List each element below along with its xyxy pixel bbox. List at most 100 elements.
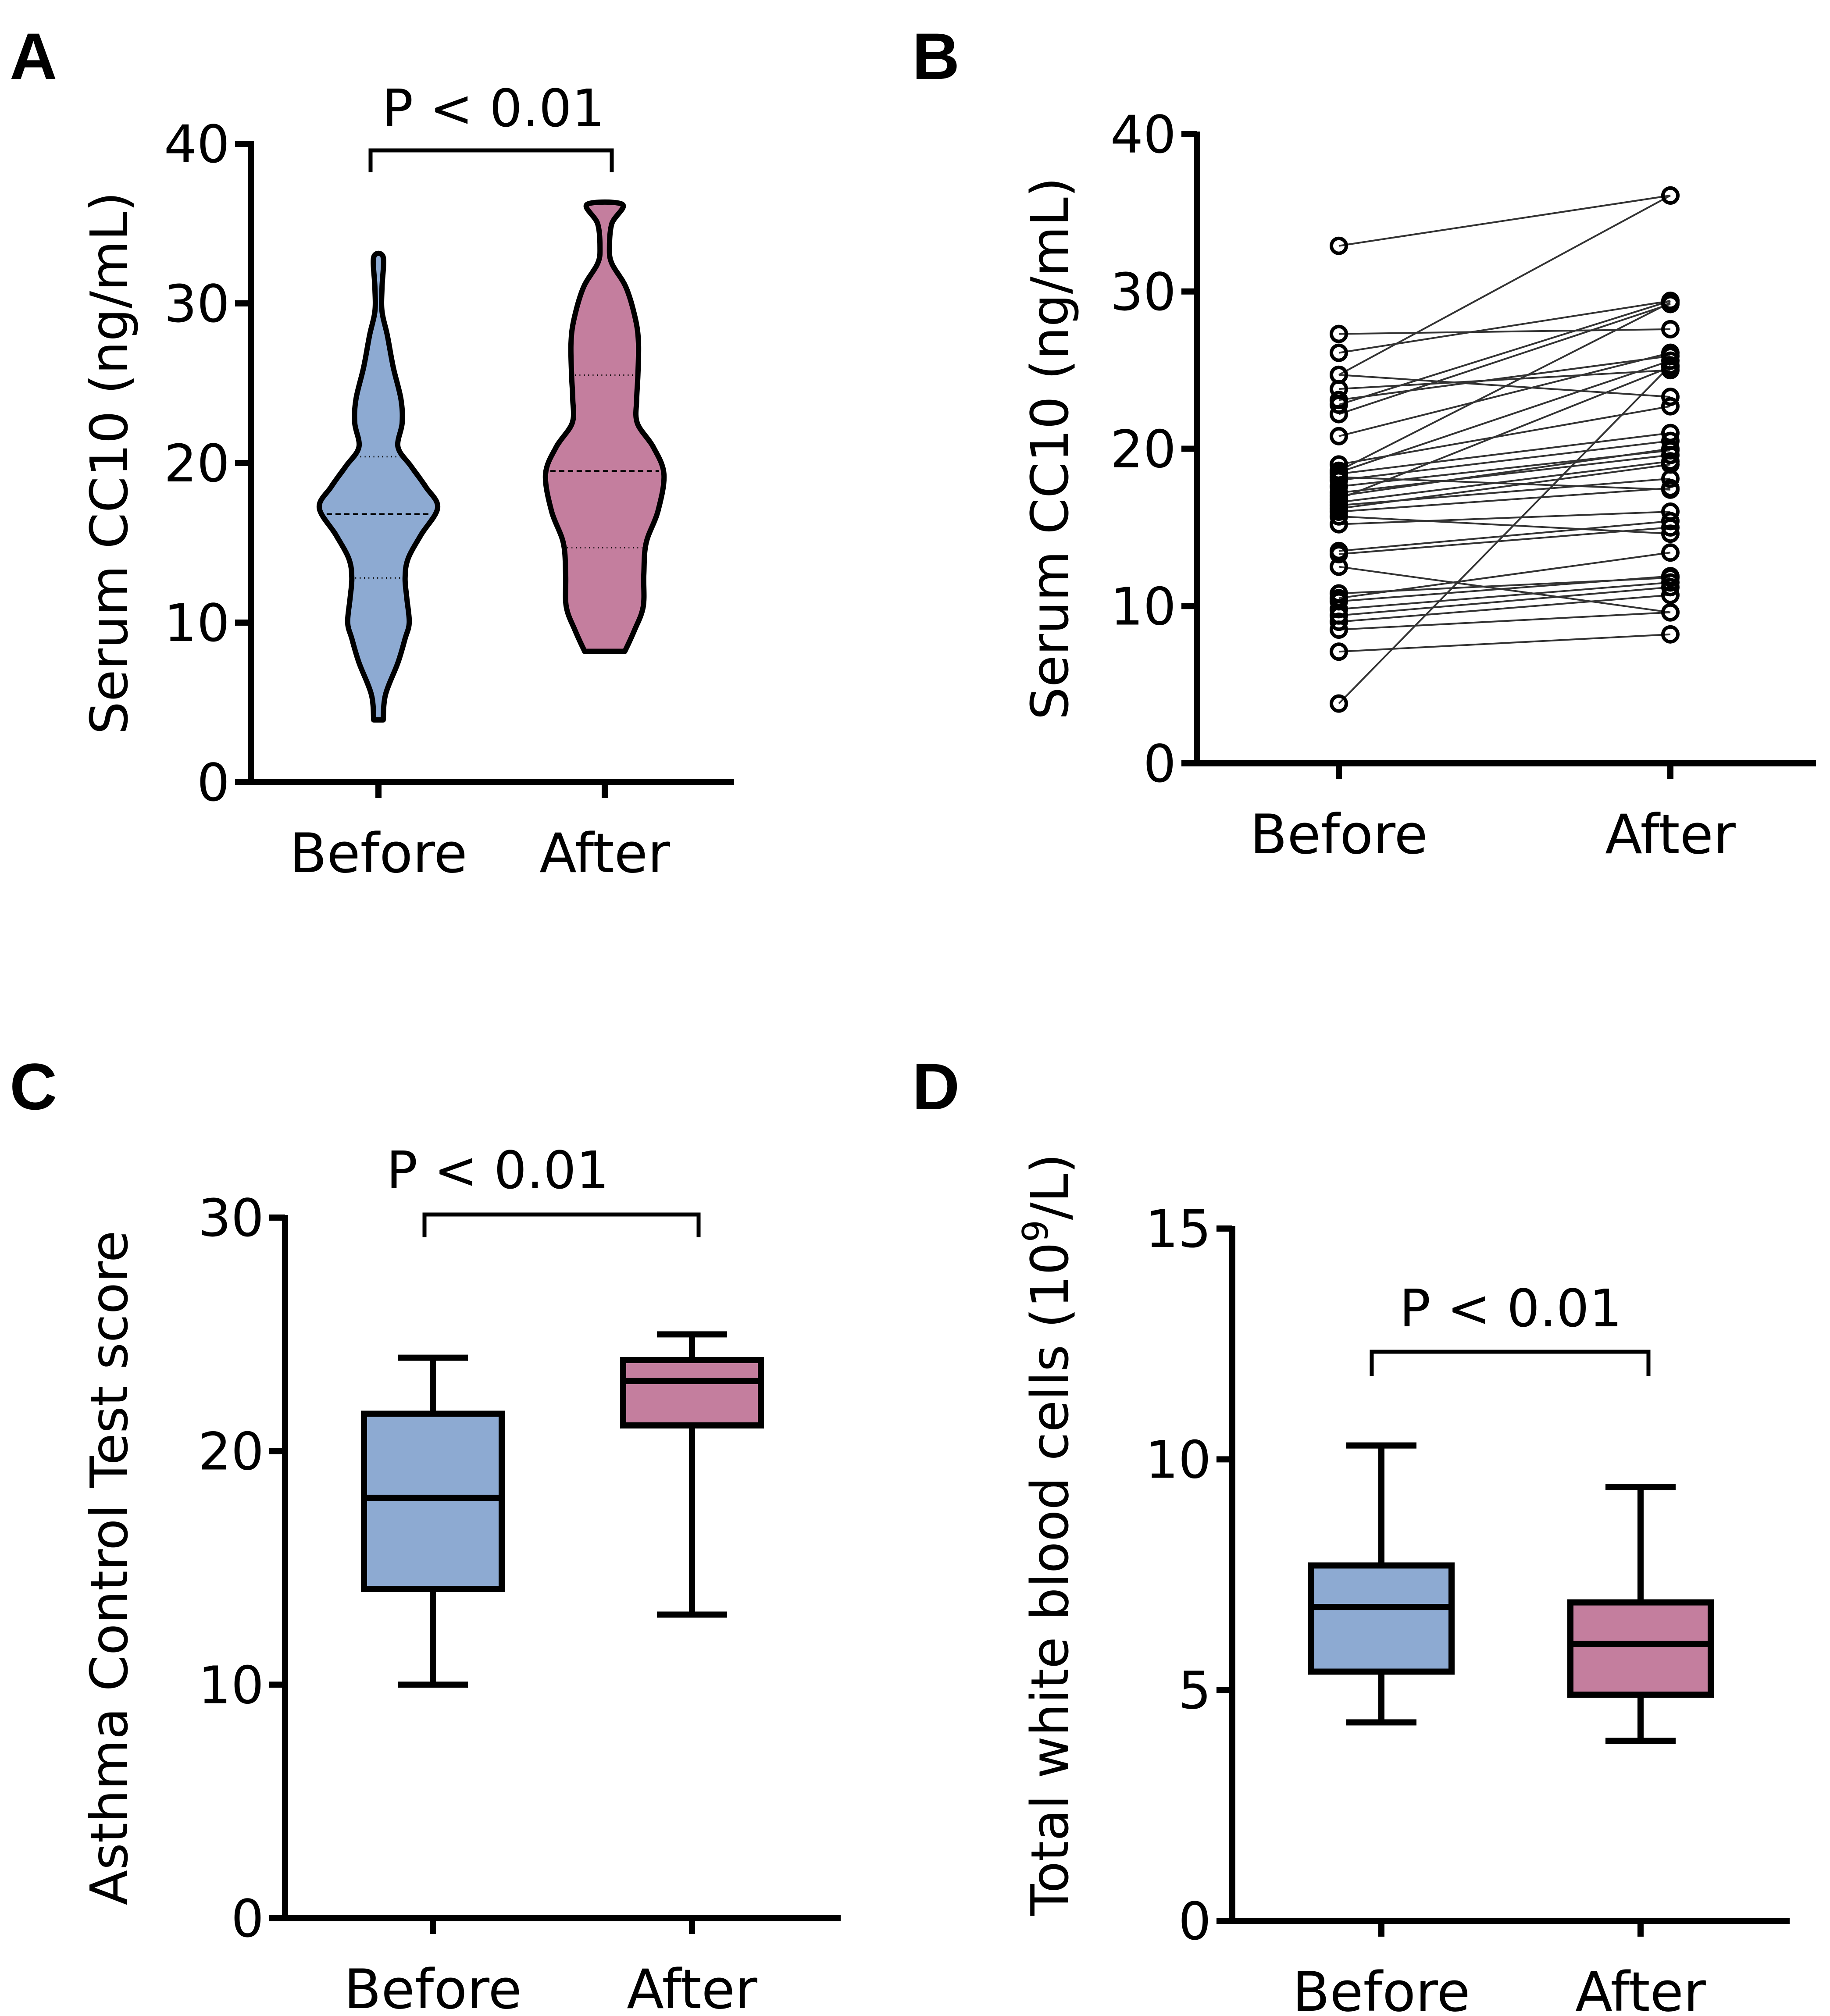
after-point — [1661, 625, 1680, 644]
before-box — [361, 1410, 505, 1592]
pair-line — [1338, 552, 1671, 599]
panel-b-y-axis-title: Serum CC10 (ng/mL) — [1020, 177, 1080, 720]
pair-line — [1338, 366, 1671, 500]
pair-line — [1338, 364, 1671, 705]
after-point — [1661, 479, 1680, 498]
after-point — [1661, 186, 1680, 205]
panel-a-p-value: P < 0.01 — [382, 78, 605, 139]
panel-c-significance-bracket — [422, 1212, 701, 1237]
pair-line — [1338, 300, 1671, 406]
pair-line — [1338, 594, 1671, 623]
panel-b-x-tick-label: Before — [1250, 803, 1427, 866]
panel-label-b: B — [912, 19, 960, 93]
violin-after — [542, 199, 667, 654]
pair-line — [1338, 511, 1671, 525]
panel-b-axes: 0 10 20 30 40 Before After — [1110, 104, 1816, 866]
before-point — [1330, 236, 1348, 255]
panel-a-y-tick-label: 30 — [164, 274, 230, 334]
panel-d-y-axis-title-suffix: /L) — [1020, 1154, 1080, 1220]
before-point — [1330, 427, 1348, 445]
before-point — [1330, 545, 1348, 563]
pair-line — [1338, 194, 1671, 247]
pair-line — [1338, 581, 1671, 610]
panel-b-y-tick-label: 30 — [1110, 262, 1176, 322]
panel-label-d: D — [912, 1050, 960, 1123]
pair-line — [1338, 526, 1671, 555]
violin-before — [316, 250, 441, 723]
panel-d-y-tick-label: 15 — [1145, 1199, 1211, 1259]
panel-a-significance-bracket — [368, 148, 614, 172]
pair-line — [1338, 302, 1671, 472]
pair-line — [1338, 463, 1671, 509]
before-point — [1330, 613, 1348, 631]
after-point — [1661, 578, 1680, 597]
panel-b-y-tick-label: 40 — [1110, 104, 1176, 165]
pair-line — [1338, 440, 1671, 481]
pair-line — [1338, 195, 1671, 376]
after-box — [1567, 1599, 1714, 1698]
panel-d-marks — [1308, 1442, 1714, 1744]
after-point — [1661, 293, 1680, 312]
after-point — [1661, 512, 1680, 531]
panel-a: A 0 10 20 30 40 Before After Serum CC10 (ng/mL… — [10, 19, 734, 885]
panel-b-y-tick-label: 20 — [1110, 419, 1176, 480]
pair-line — [1338, 611, 1671, 631]
pair-line — [1338, 454, 1671, 494]
pair-line — [1338, 515, 1671, 535]
after-box — [620, 1357, 764, 1429]
pair-line — [1338, 360, 1671, 474]
pair-line — [1338, 487, 1671, 513]
panel-d-y-axis-title: Total white blood cells (109/L) — [1015, 1154, 1081, 1916]
panel-a-x-tick-label: After — [539, 822, 670, 885]
after-point — [1661, 603, 1680, 622]
panel-c-axes: 0 10 20 30 Before After — [198, 1188, 841, 2016]
before-point — [1330, 405, 1348, 424]
panel-c-y-tick-label: 0 — [231, 1888, 264, 1949]
after-point — [1661, 397, 1680, 416]
pair-line — [1338, 586, 1671, 616]
panel-c-y-axis-title: Asthma Control Test score — [79, 1230, 139, 1905]
pair-line — [1338, 633, 1671, 653]
before-point — [1330, 694, 1348, 713]
pair-line — [1338, 369, 1671, 390]
before-point — [1330, 642, 1348, 661]
pair-line — [1338, 448, 1671, 497]
after-point — [1661, 586, 1680, 605]
pair-line — [1338, 328, 1671, 335]
panel-c-x-tick-label: After — [627, 1958, 757, 2016]
pair-line — [1338, 476, 1671, 491]
before-point — [1330, 620, 1348, 639]
pair-line — [1338, 405, 1671, 466]
panel-d-y-tick-label: 10 — [1145, 1429, 1211, 1490]
panel-d-y-axis-title-superscript: 9 — [1015, 1220, 1056, 1242]
before-box — [1308, 1562, 1455, 1675]
after-point — [1661, 320, 1680, 338]
panel-d-x-tick-label: Before — [1292, 1961, 1470, 2016]
before-point — [1330, 515, 1348, 534]
panel-b-y-tick-label: 10 — [1110, 576, 1176, 637]
panel-d-p-value: P < 0.01 — [1399, 1278, 1622, 1339]
panel-c-marks — [361, 1331, 764, 1688]
pair-line — [1338, 352, 1671, 437]
panel-c-y-tick-label: 10 — [198, 1655, 264, 1715]
panel-c: C 0 10 20 30 Before After Asthma Control Test… — [10, 1050, 841, 2016]
after-point — [1661, 524, 1680, 543]
pair-line — [1338, 520, 1671, 552]
panel-b-x-tick-label: After — [1605, 803, 1736, 866]
after-point — [1661, 388, 1680, 406]
pair-line — [1338, 460, 1671, 503]
panel-a-marks — [316, 199, 667, 723]
panel-a-axes: 0 10 20 30 40 Before After — [164, 114, 734, 885]
after-point — [1661, 445, 1680, 464]
before-point — [1330, 600, 1348, 619]
pair-line — [1338, 355, 1671, 401]
after-point — [1661, 567, 1680, 586]
panel-a-x-tick-label: Before — [289, 822, 467, 885]
panel-label-a: A — [10, 19, 57, 93]
before-point — [1330, 324, 1348, 343]
pair-line — [1338, 303, 1671, 415]
panel-a-y-axis-title: Serum CC10 (ng/mL) — [79, 192, 139, 734]
panel-d-significance-bracket — [1370, 1350, 1651, 1376]
panel-a-y-tick-label: 0 — [197, 752, 230, 813]
